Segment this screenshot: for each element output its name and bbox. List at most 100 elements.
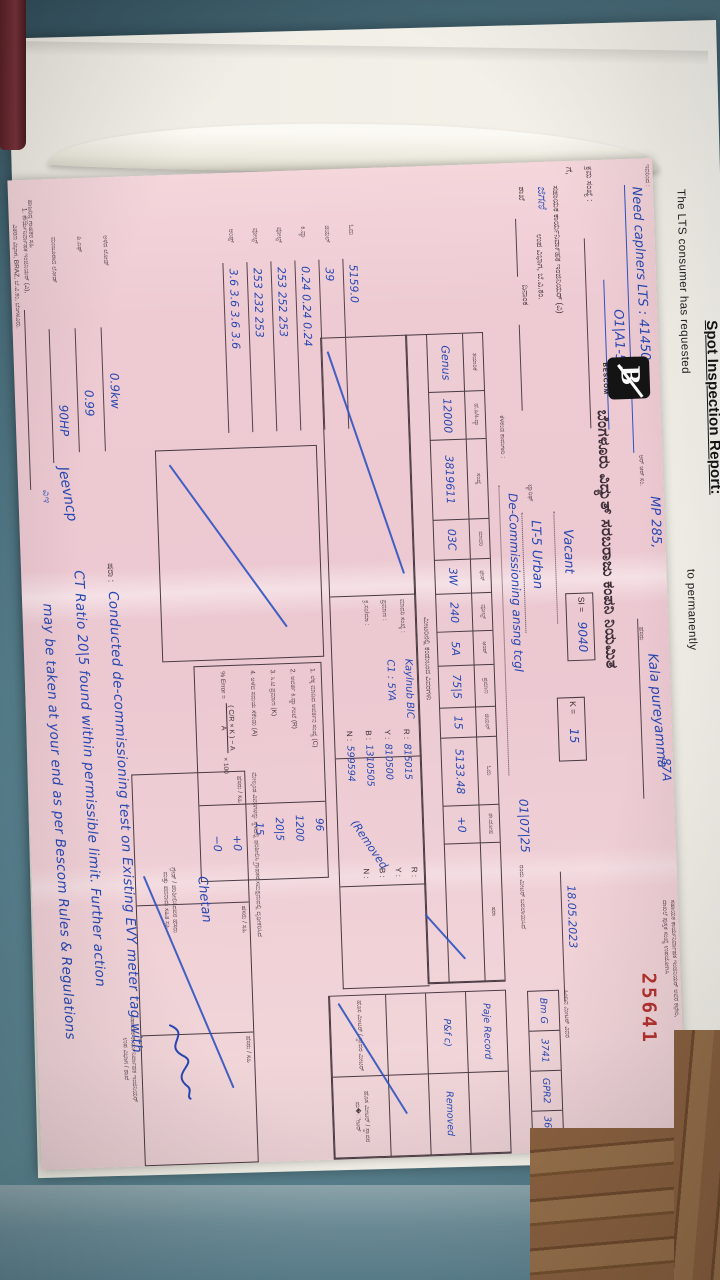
maroon-book-edge xyxy=(0,0,26,150)
reading-value: 253 252 253 xyxy=(274,266,291,338)
aee-signature-squiggle xyxy=(168,1024,192,1100)
pf-label: ಪಿ.ಎಫ್ xyxy=(75,235,83,253)
reading-label: ವೋಲ್ಟ್ xyxy=(275,226,283,244)
col-header: ಡಯಲ್ xyxy=(475,706,497,738)
seal-n-label: N : xyxy=(344,730,355,742)
blank-line xyxy=(637,618,645,799)
hw-si-value: 9040 xyxy=(575,621,591,653)
reading-label: ಆಂಪ್ಸ್ xyxy=(227,228,235,243)
reading-value: 0.24 0.24 0.24 xyxy=(298,265,315,347)
hw-pf-value: 0.99 xyxy=(81,389,97,417)
sign-col-label: ಹೆಸರು / ಸಹಿ xyxy=(244,1035,253,1063)
seal-r-label: R : xyxy=(401,728,412,740)
office-note1: ಸಹಾಯಕ ಕಾರ್ಯನಿರ್ವಾಹಕ ಇಂಜಿನಿಯರ್ ಅವರ ಕಛೇರಿ, xyxy=(668,899,681,1018)
status-cell: P&f c) xyxy=(440,1018,453,1048)
row1-cell: 75|5 xyxy=(437,665,476,709)
company-name: ಬೆಂಗಳೂರು ವಿದ್ಯುತ್ ಸರಬರಾಜು ಕಂಪನಿ ನಿಯಮಿತ xyxy=(593,409,620,669)
seal-n2-label: N : xyxy=(361,868,371,879)
hw-remark-line2: CT Ratio 20|5 found within permissible l… xyxy=(70,569,109,988)
constant-value: 1200 xyxy=(292,814,306,842)
subdivision-line: ಉಪ ವಿಭಾಗ, ಬೆ.ವಿ.ಕಂ. xyxy=(534,233,547,300)
hw-address: Vacant xyxy=(559,528,577,574)
reading-label: ಓದು xyxy=(347,224,355,236)
hw-consumer-name: Kala pureyamma xyxy=(644,652,671,769)
hw-witness-signature: Jeevncp xyxy=(54,465,81,523)
col-header: ವೋಲ್ಟ್ xyxy=(471,592,493,632)
col-header: ಹೆ.ಪಿ/ಕಿ.ವ್ಯಾ xyxy=(464,391,486,440)
row1-cell: 5133.48 xyxy=(440,737,479,807)
sign-col-label: ಹೆಸರು / ಸಹಿ xyxy=(235,775,244,803)
hw-seal-r: 815015 xyxy=(401,743,414,781)
col-header: ಆಂಪ್ xyxy=(472,630,494,666)
hw-top-date: 18.05.2023 xyxy=(564,885,580,949)
hw-underline xyxy=(603,279,610,430)
blank-line xyxy=(583,238,592,429)
col-header: ಪ್ರಮಾಣ xyxy=(473,664,496,708)
sign-col-label: ಹೆಸರು / ಸಹಿ xyxy=(239,905,248,933)
prev-value: 3741 xyxy=(539,1038,552,1064)
branch-label: ಶಾಖೆ xyxy=(516,186,528,201)
to-label: ಗೆ, xyxy=(564,166,575,175)
reading-value: 3.6 3.6 3.6 3.6 xyxy=(226,268,243,350)
status-mini-table: Paje Record P&f c) Removed ಹೊಸ ಮೀಟರ್ / ಸ… xyxy=(328,989,512,1160)
col-header: ಮಾದರಿ xyxy=(468,518,490,560)
seal-r2-label: R : xyxy=(409,866,419,878)
hw-seal-b: 1310505 xyxy=(363,744,376,787)
hw-tariff: LT-5 Urban xyxy=(527,520,545,590)
formula-fraction: ( C/R × K ) − A A xyxy=(219,703,236,753)
si-label: SI = xyxy=(576,596,587,613)
tariff-label: ಟ್ಯಾರಿಫ್ xyxy=(526,484,534,502)
reading-label: ಕಿ.ವ್ಯಾ xyxy=(299,226,307,239)
row1-cell: Genus xyxy=(426,333,465,393)
pink-bescom-form: ಇವರಿಂದ : Need caplners LTS : 41450 O1|A1… xyxy=(7,158,687,1170)
row1-cell: 3819611 xyxy=(429,439,469,521)
blank-line xyxy=(48,329,55,464)
bescom-logo: B BESCOM xyxy=(591,356,651,406)
constant-value: 20|5 xyxy=(272,817,286,842)
grid-line xyxy=(340,883,427,888)
row1-cell: 12000 xyxy=(428,391,466,441)
wood-table-edge xyxy=(674,1030,720,1280)
hw-remark-line3: may be taken at your end as per Bescom R… xyxy=(39,602,79,1041)
reading-label: ಡಯಲ್ xyxy=(323,225,331,243)
report-body-right: to permanently xyxy=(684,568,699,651)
date-label: ದಿನಾಂಕ xyxy=(520,284,532,306)
load-label: ಅಳೆದ ಲೋಡ್ xyxy=(101,235,110,267)
slno-label: ಕ್ರ.ಸಂ/ಮಾ : xyxy=(362,600,371,626)
hw-class: C1 : 5YA xyxy=(384,659,397,702)
seal-b-label: B : xyxy=(363,730,374,741)
hw-model: Kaylnub BIC xyxy=(402,658,416,720)
col-header: ಸಂಖ್ಯೆ xyxy=(465,438,489,520)
row1-cell: 15 xyxy=(439,707,477,739)
hw-office-line: Need caplners LTS : 41450 xyxy=(628,186,653,361)
grid-line xyxy=(330,593,417,598)
seal-numbers-col1: R : 815015 Y : 810500 B : 1310505 N : 59… xyxy=(341,729,419,788)
work-label: ಕೆಳಕಂಡ ಕಾಮಗಾರಿ : xyxy=(497,415,507,459)
prev-meter-header: ಹಿಂದಿನ ಮೀಟರ್ ವಿವರ xyxy=(561,989,571,1039)
signature-grid: ಹೆಸರು / ಸಹಿ ಹೆಸರು / ಸಹಿ ಹೆಸರು / ಸಹಿ xyxy=(131,770,259,1167)
row1-cell: 240 xyxy=(435,593,473,633)
class-label: ಪ್ರಮಾಣ : xyxy=(380,599,388,621)
k-box: K = 15 xyxy=(556,696,587,762)
row1-cell: 03C xyxy=(432,519,470,561)
hw-work-date: 01|07|25 xyxy=(516,798,533,854)
hw-hp-value: 90HP xyxy=(56,404,72,437)
col-header: ತಯಾರಿಕೆ xyxy=(462,333,485,392)
hw-office-line2: O1|A1-5 xyxy=(610,309,628,363)
blank-line xyxy=(74,328,80,453)
blank-line xyxy=(518,324,523,411)
error-formula: % Error = ( C/R × K ) − A A × 100 xyxy=(216,671,238,774)
aee-line: ಸಹಾಯಕ ಕಾರ್ಯನಿರ್ವಾಹಕ ಇಂಜಿನಿಯರ್ (ವಿ) xyxy=(550,185,566,314)
reading-label: ವೋಲ್ಟ್ xyxy=(251,227,259,244)
constant-value: 96 xyxy=(312,817,326,832)
grid-line xyxy=(141,1031,254,1037)
rr-label: ಆರ್ ಆರ್ ಸಂ. xyxy=(637,454,646,487)
serial-label: ಕ್ರಮ ಸಂಖ್ಯೆ : xyxy=(584,166,596,202)
hw-k-value: 15 xyxy=(566,727,582,744)
si-box: SI = 9040 xyxy=(565,592,596,662)
prev-value: GPR2 xyxy=(540,1077,553,1104)
reading-value: 5159.0 xyxy=(346,264,361,304)
col-header: ಓದು xyxy=(476,736,499,806)
status-cell: Paje Record xyxy=(480,1002,494,1060)
